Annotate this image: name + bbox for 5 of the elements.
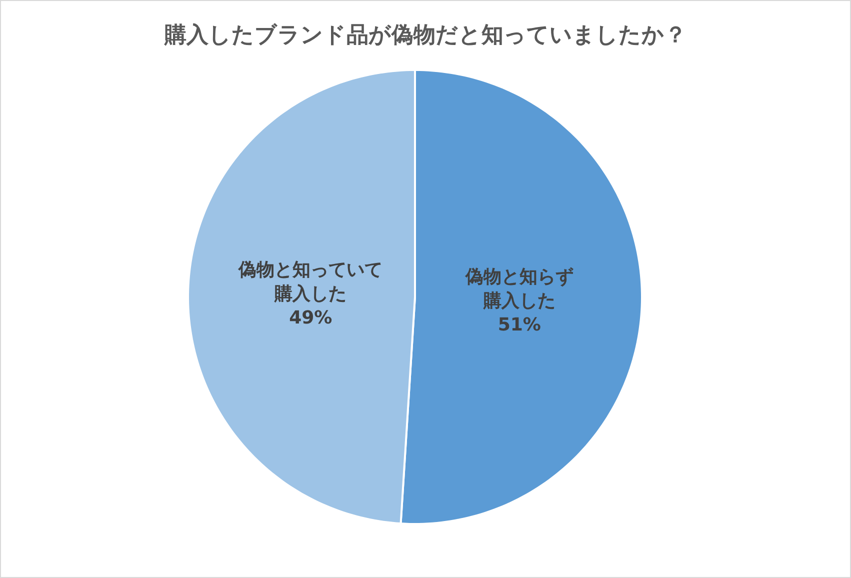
chart-title: 購入したブランド品が偽物だと知っていましたか？ [164,23,686,48]
data-label: 49% [289,308,332,329]
data-label: 51% [498,314,541,336]
slice-label: 偽物と知らず購入した [464,266,574,312]
slice-label: 偽物と知っていて購入した [238,260,383,305]
